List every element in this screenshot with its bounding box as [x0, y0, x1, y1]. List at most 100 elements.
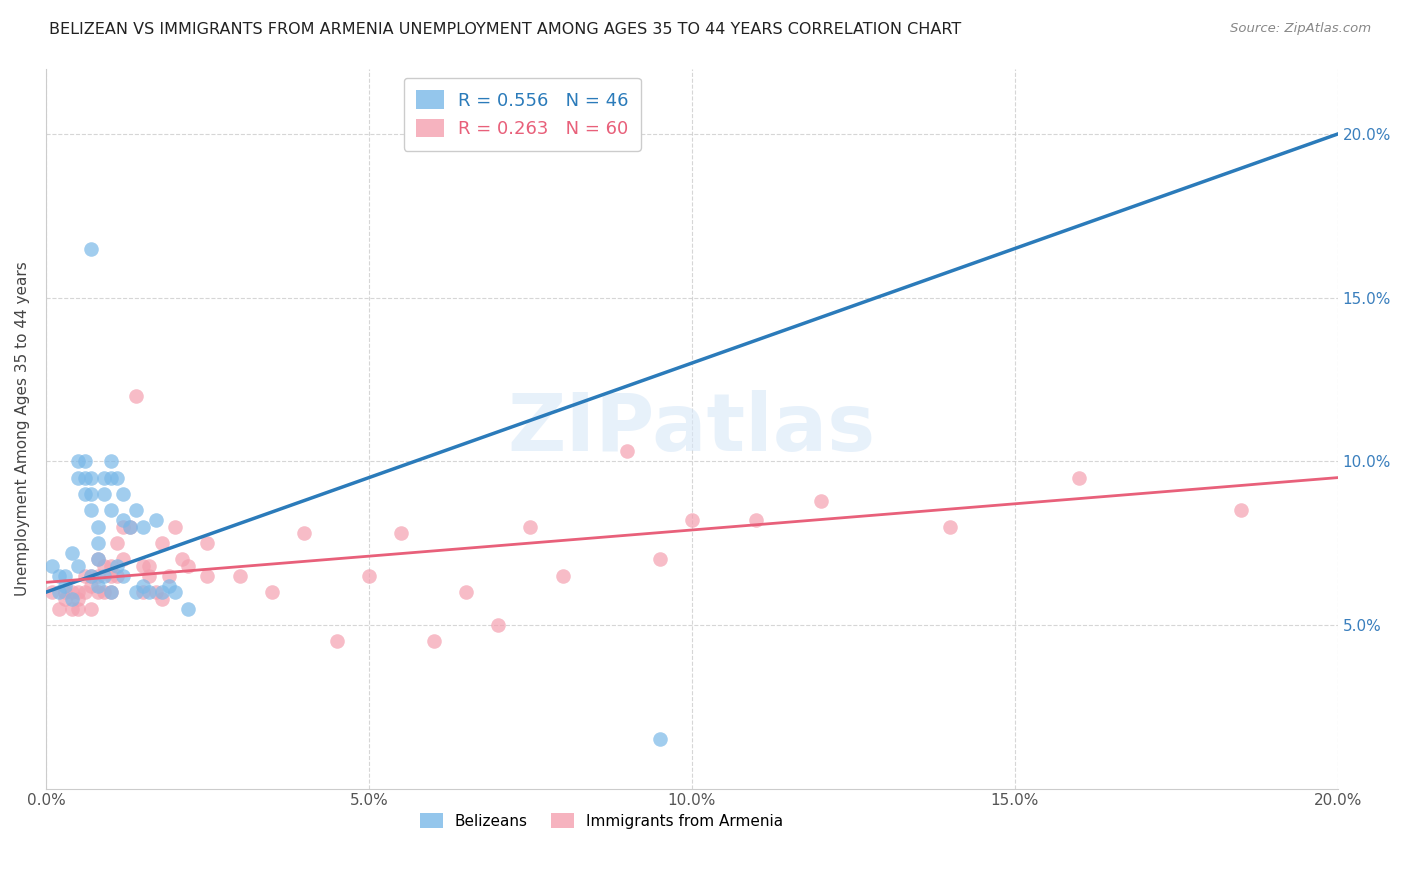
- Point: [939, 519, 962, 533]
- Point: [177, 601, 200, 615]
- Point: [80, 503, 103, 517]
- Point: [73, 470, 96, 484]
- Point: [105, 559, 128, 574]
- Point: [157, 569, 180, 583]
- Point: [145, 513, 167, 527]
- Point: [260, 585, 283, 599]
- Point: [125, 389, 148, 403]
- Point: [648, 732, 671, 747]
- Point: [138, 569, 160, 583]
- Point: [60, 546, 83, 560]
- Point: [80, 569, 103, 583]
- Point: [100, 503, 122, 517]
- Point: [170, 552, 193, 566]
- Point: [41, 559, 63, 574]
- Point: [100, 470, 122, 484]
- Point: [132, 559, 155, 574]
- Point: [422, 634, 444, 648]
- Point: [86, 536, 108, 550]
- Point: [681, 513, 703, 527]
- Point: [53, 569, 76, 583]
- Point: [53, 585, 76, 599]
- Point: [357, 569, 380, 583]
- Point: [145, 585, 167, 599]
- Text: Source: ZipAtlas.com: Source: ZipAtlas.com: [1230, 22, 1371, 36]
- Point: [80, 470, 103, 484]
- Point: [157, 579, 180, 593]
- Point: [118, 519, 141, 533]
- Point: [132, 519, 155, 533]
- Point: [73, 487, 96, 501]
- Point: [100, 454, 122, 468]
- Point: [745, 513, 768, 527]
- Point: [519, 519, 541, 533]
- Point: [67, 585, 90, 599]
- Point: [67, 470, 90, 484]
- Point: [60, 601, 83, 615]
- Point: [100, 585, 122, 599]
- Point: [165, 585, 187, 599]
- Point: [112, 519, 135, 533]
- Point: [486, 618, 509, 632]
- Point: [80, 487, 103, 501]
- Point: [48, 601, 70, 615]
- Point: [229, 569, 252, 583]
- Point: [112, 513, 135, 527]
- Point: [810, 493, 832, 508]
- Legend: Belizeans, Immigrants from Armenia: Belizeans, Immigrants from Armenia: [413, 806, 789, 835]
- Point: [100, 585, 122, 599]
- Point: [41, 585, 63, 599]
- Point: [616, 444, 638, 458]
- Point: [118, 519, 141, 533]
- Point: [48, 569, 70, 583]
- Point: [150, 585, 173, 599]
- Point: [67, 454, 90, 468]
- Point: [197, 569, 219, 583]
- Point: [67, 601, 90, 615]
- Point: [93, 487, 115, 501]
- Point: [105, 569, 128, 583]
- Point: [93, 585, 115, 599]
- Point: [325, 634, 347, 648]
- Point: [60, 585, 83, 599]
- Point: [53, 579, 76, 593]
- Point: [86, 552, 108, 566]
- Point: [138, 585, 160, 599]
- Point: [112, 487, 135, 501]
- Point: [389, 526, 412, 541]
- Point: [125, 503, 148, 517]
- Point: [100, 559, 122, 574]
- Point: [125, 585, 148, 599]
- Point: [132, 579, 155, 593]
- Point: [177, 559, 200, 574]
- Point: [67, 559, 90, 574]
- Point: [648, 552, 671, 566]
- Point: [60, 591, 83, 606]
- Text: BELIZEAN VS IMMIGRANTS FROM ARMENIA UNEMPLOYMENT AMONG AGES 35 TO 44 YEARS CORRE: BELIZEAN VS IMMIGRANTS FROM ARMENIA UNEM…: [49, 22, 962, 37]
- Point: [73, 454, 96, 468]
- Point: [86, 579, 108, 593]
- Point: [112, 552, 135, 566]
- Point: [454, 585, 477, 599]
- Point: [86, 552, 108, 566]
- Point: [100, 569, 122, 583]
- Point: [1230, 503, 1253, 517]
- Point: [67, 591, 90, 606]
- Y-axis label: Unemployment Among Ages 35 to 44 years: Unemployment Among Ages 35 to 44 years: [15, 261, 30, 596]
- Point: [80, 569, 103, 583]
- Point: [86, 569, 108, 583]
- Point: [105, 470, 128, 484]
- Point: [112, 569, 135, 583]
- Point: [53, 591, 76, 606]
- Point: [93, 569, 115, 583]
- Point: [80, 579, 103, 593]
- Point: [93, 470, 115, 484]
- Point: [132, 585, 155, 599]
- Point: [150, 536, 173, 550]
- Point: [165, 519, 187, 533]
- Point: [80, 601, 103, 615]
- Point: [48, 585, 70, 599]
- Text: ZIPatlas: ZIPatlas: [508, 390, 876, 467]
- Point: [105, 536, 128, 550]
- Point: [73, 585, 96, 599]
